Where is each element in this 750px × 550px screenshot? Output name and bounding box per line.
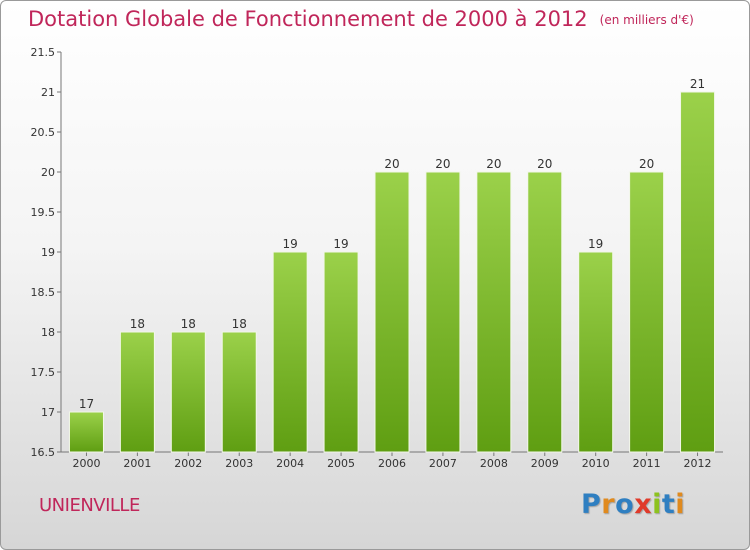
x-tick-label: 2004 — [276, 457, 304, 470]
x-tick-label: 2005 — [327, 457, 355, 470]
commune-name: UNIENVILLE — [39, 495, 140, 516]
data-label: 18 — [232, 317, 247, 331]
bar — [119, 331, 155, 453]
y-tick-label: 19 — [41, 246, 55, 259]
y-tick-label: 18 — [41, 326, 55, 339]
y-tick-label: 20.5 — [31, 126, 56, 139]
y-tick-label: 19.5 — [31, 206, 56, 219]
bar — [425, 171, 461, 453]
proxiti-logo: Proxiti — [581, 489, 685, 520]
y-tick-label: 20 — [41, 166, 55, 179]
title-text: Dotation Globale de Fonctionnement de 20… — [28, 7, 588, 31]
data-label: 19 — [283, 237, 298, 251]
bar — [680, 91, 716, 453]
data-label: 20 — [639, 157, 654, 171]
x-tick-label: 2006 — [378, 457, 406, 470]
data-label: 17 — [79, 397, 94, 411]
data-label: 20 — [486, 157, 501, 171]
logo-letter: i — [675, 489, 686, 520]
chart-title: Dotation Globale de Fonctionnement de 20… — [28, 7, 694, 31]
x-tick-label: 2002 — [174, 457, 202, 470]
bar — [68, 411, 104, 453]
data-label: 18 — [181, 317, 196, 331]
x-tick-label: 2009 — [531, 457, 559, 470]
x-tick-label: 2012 — [684, 457, 712, 470]
bar — [323, 251, 359, 453]
logo-letter: r — [601, 489, 616, 520]
bar — [170, 331, 206, 453]
data-label: 21 — [690, 77, 705, 91]
y-tick-label: 17.5 — [31, 366, 56, 379]
logo-letter: P — [581, 489, 602, 520]
y-tick-label: 21.5 — [31, 46, 56, 59]
y-tick-label: 21 — [41, 86, 55, 99]
y-tick-label: 18.5 — [31, 286, 56, 299]
bar — [221, 331, 257, 453]
data-label: 19 — [588, 237, 603, 251]
bar — [629, 171, 665, 453]
labels: 17 18 18 18 19 19 20 20 20 20 19 20 21 — [79, 77, 705, 411]
x-tick-label: 2003 — [225, 457, 253, 470]
bars — [68, 91, 716, 453]
logo-letter: x — [634, 489, 653, 520]
data-label: 20 — [435, 157, 450, 171]
x-tick-label: 2001 — [123, 457, 151, 470]
y-tick-label: 17 — [41, 406, 55, 419]
logo-letter: i — [652, 489, 662, 520]
y-tick-label: 16.5 — [31, 446, 56, 459]
logo-letter: t — [661, 489, 676, 520]
data-label: 18 — [130, 317, 145, 331]
data-label: 19 — [333, 237, 348, 251]
data-label: 20 — [537, 157, 552, 171]
x-tick-label: 2008 — [480, 457, 508, 470]
logo-letter: o — [615, 489, 635, 520]
x-tick-label: 2007 — [429, 457, 457, 470]
bar — [527, 171, 563, 453]
bar — [578, 251, 614, 453]
bar — [374, 171, 410, 453]
x-tick-label: 2011 — [633, 457, 661, 470]
bar — [272, 251, 308, 453]
data-label: 20 — [384, 157, 399, 171]
axes: 16.5 17 17.5 18 18.5 19 19.5 20 20.5 21 21.5 2000 20… — [31, 46, 723, 470]
bar — [476, 171, 512, 453]
unit-note: (en milliers d'€) — [599, 13, 694, 27]
x-tick-label: 2000 — [72, 457, 100, 470]
x-tick-label: 2010 — [582, 457, 610, 470]
